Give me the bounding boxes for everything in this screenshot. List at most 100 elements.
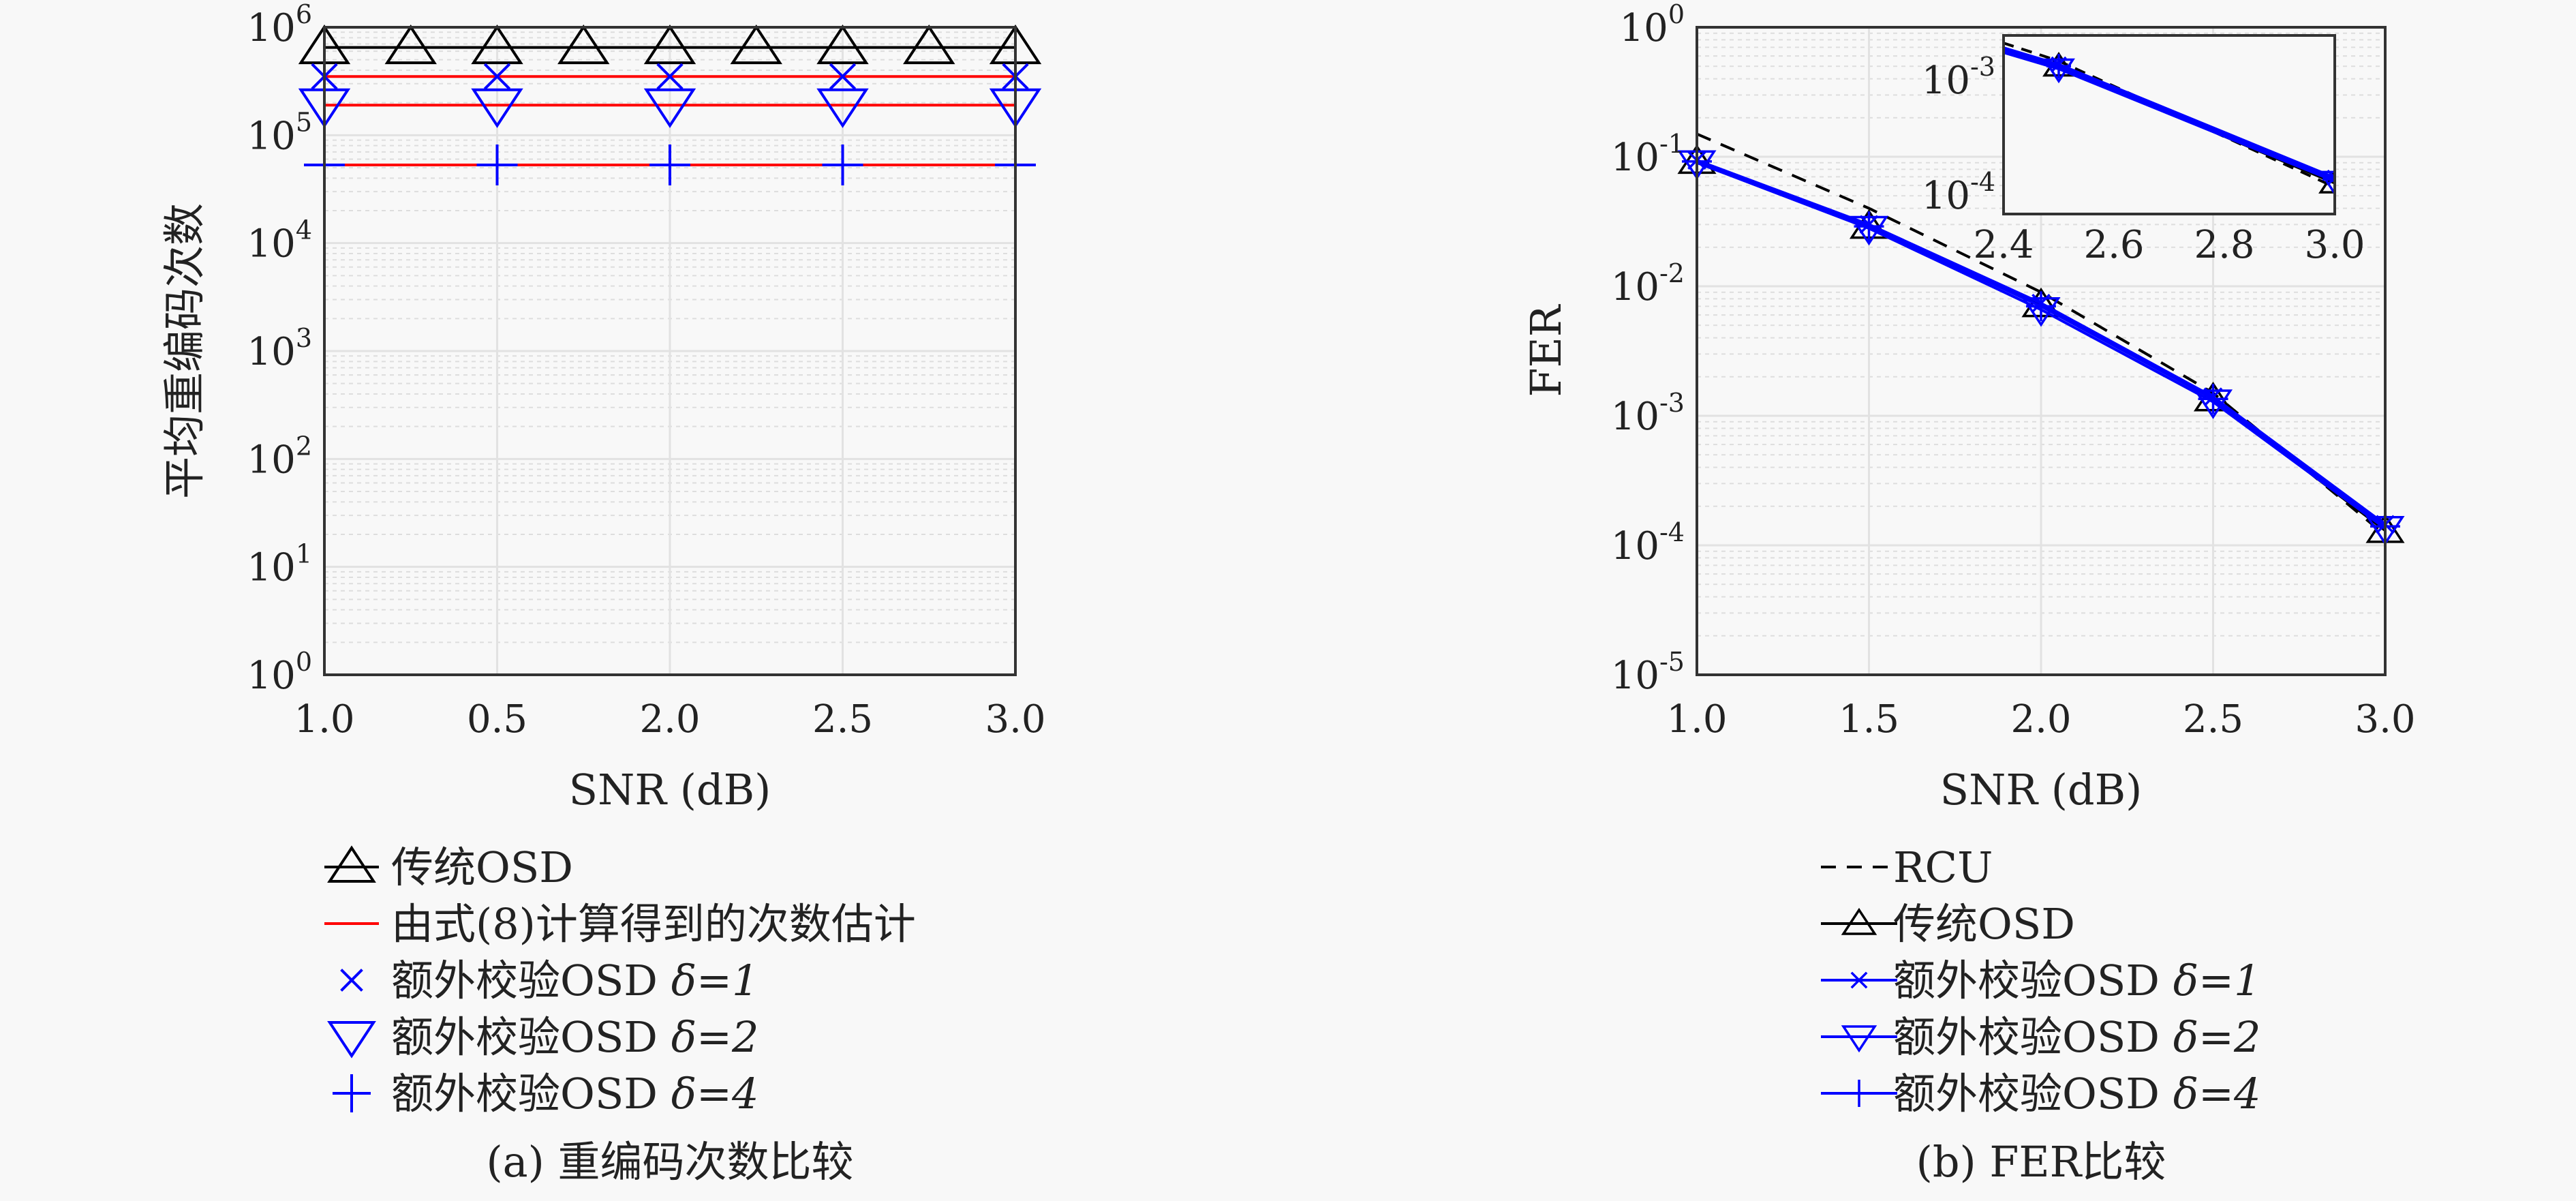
legend-label: 传统OSD [1893,899,2075,949]
chart-a-y-ticks: 100 101 102 103 104 105 106 [247,0,312,698]
y-tick-label: 104 [247,215,312,267]
x-tick-label: 1.0 [1666,697,1727,742]
data-point [816,24,869,65]
chart-b-xlabel: SNR (dB) [1940,765,2143,815]
y-tick-label: 10-4 [1611,517,1685,568]
data-point [649,144,690,185]
chart-a-xlabel: SNR (dB) [569,765,771,815]
data-point [903,24,955,65]
legend-item: 由式(8)计算得到的次数估计 [324,899,916,949]
chart-a-caption: (a) 重编码次数比较 [486,1137,853,1187]
inset-frame [2002,34,2336,215]
legend-label: 额外校验OSD δ=1 [391,956,758,1005]
inset-y-tick-label: 10-4 [1922,167,1995,218]
chart-a-ylabel: 平均重编码次数 [159,203,209,499]
data-point [829,63,857,90]
inset-data-point [2318,170,2335,196]
chart-b-x-ticks: 1.0 1.5 2.0 2.5 3.0 [1666,697,2415,742]
legend-item: RCU [1821,842,1993,892]
legend-item: 传统OSD [324,842,573,892]
chart-a: 1.0 0.5 2.0 2.5 3.0 100 101 102 103 104 105 106 SN… [159,0,1046,1187]
x-tick-label: 3.0 [2355,697,2415,742]
legend-marker [340,969,363,992]
data-point [471,88,523,128]
y-tick-label: 100 [247,647,312,698]
legend-item: 额外校验OSD δ=1 [340,956,758,1005]
y-tick-label: 103 [247,323,312,374]
legend-label: 额外校验OSD δ=4 [1893,1069,2260,1119]
x-tick-label: 2.0 [2010,697,2071,742]
legend-label: 由式(8)计算得到的次数估计 [391,899,916,949]
x-tick-label: 3.0 [985,697,1045,742]
y-tick-label: 10-2 [1611,258,1685,309]
legend-label: 额外校验OSD δ=1 [1893,956,2260,1005]
data-point [557,24,610,65]
legend-item: 额外校验OSD δ=4 [333,1069,758,1119]
x-tick-label: 2.5 [812,697,873,742]
chart-b-series [1677,132,2405,546]
y-tick-label: 10-3 [1611,388,1685,439]
y-tick-label: 102 [247,431,312,482]
x-tick-label: 1.5 [1839,697,1899,742]
data-point [822,144,863,185]
legend-label: 传统OSD [391,842,573,892]
x-tick-label: 2.0 [639,697,700,742]
inset-series-line [2004,50,2335,183]
y-tick-label: 100 [1620,0,1685,50]
chart-a-frame [323,26,1017,676]
legend-marker [333,1074,371,1112]
data-point [643,88,696,128]
legend-item: 额外校验OSD δ=2 [327,1012,758,1062]
y-tick-label: 101 [247,539,312,590]
x-tick-label: 0.5 [467,697,527,742]
legend-label: 额外校验OSD δ=2 [1893,1012,2260,1062]
data-point [471,24,523,65]
legend-marker [1850,971,1868,989]
chart-b-inset: 2.4 2.6 2.8 3.0 10-3 10-4 [1922,34,2365,267]
data-point [1854,211,1884,242]
legend-marker [327,1021,376,1059]
legend-label: 额外校验OSD δ=4 [391,1069,758,1119]
legend-marker [1845,1080,1873,1107]
chart-b-y-ticks: 100 10-1 10-2 10-3 10-4 10-5 [1611,0,1685,698]
inset-series [2004,42,2335,196]
data-point [384,24,437,65]
chart-b-legend: RCU 传统OSD 额外校验OSD δ=1 额外校验OSD δ=2 额外校验OSD δ=… [1821,842,2260,1119]
y-tick-label: 10-1 [1611,129,1685,180]
data-point [476,144,518,185]
legend-item: 传统OSD [1821,899,2075,949]
data-point [2026,291,2056,322]
data-point [656,63,684,90]
data-point [730,24,782,65]
inset-x-tick-label: 3.0 [2304,223,2365,267]
legend-label: RCU [1893,842,1993,892]
data-point [2198,384,2228,414]
data-point [483,63,511,90]
inset-x-tick-label: 2.6 [2083,223,2144,267]
chart-b-ylabel: FER [1521,303,1571,397]
inset-x-tick-label: 2.8 [2194,223,2254,267]
legend-item: 额外校验OSD δ=2 [1821,1012,2260,1062]
data-point [643,24,696,65]
y-tick-label: 105 [247,107,312,158]
chart-b-caption: (b) FER比较 [1916,1137,2166,1187]
inset-y-tick-label: 10-3 [1922,52,1995,103]
inset-data-point [2322,167,2335,192]
chart-a-x-ticks: 1.0 0.5 2.0 2.5 3.0 [294,697,1045,742]
inset-x-tick-label: 2.4 [1973,223,2034,267]
y-tick-label: 10-5 [1611,647,1685,698]
y-tick-label: 106 [247,0,312,50]
inset-series-line [2004,46,2335,179]
inset-series-line [2004,48,2335,181]
legend-item: 额外校验OSD δ=4 [1821,1069,2260,1119]
legend-item: 额外校验OSD δ=1 [1821,956,2260,1005]
legend-label: 额外校验OSD δ=2 [391,1012,758,1062]
chart-b-frame [1696,26,2387,676]
data-point [816,88,869,128]
x-tick-label: 1.0 [294,697,354,742]
x-tick-label: 2.5 [2183,697,2243,742]
chart-b: 1.0 1.5 2.0 2.5 3.0 10010-110-210-310-410-5 … [1521,0,2416,1187]
legend-marker [1841,1025,1877,1053]
